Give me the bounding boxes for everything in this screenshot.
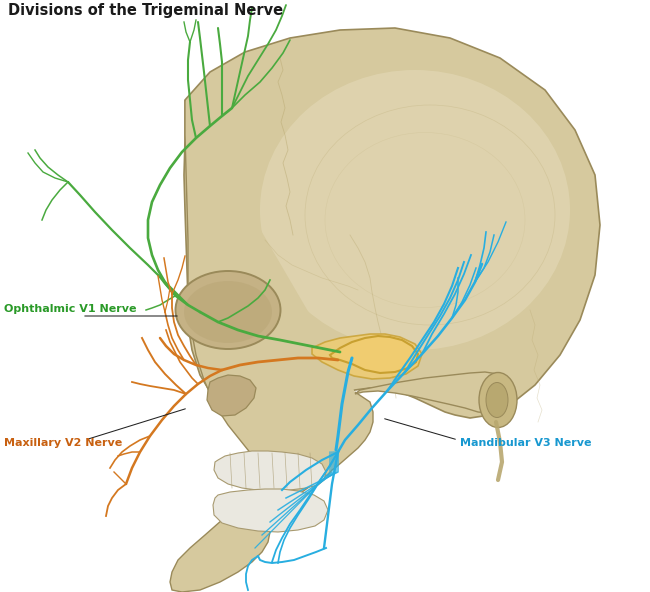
Polygon shape: [213, 489, 328, 532]
Text: Maxillary V2 Nerve: Maxillary V2 Nerve: [4, 438, 122, 448]
Polygon shape: [214, 451, 326, 491]
Ellipse shape: [479, 372, 517, 427]
Ellipse shape: [184, 281, 272, 343]
Ellipse shape: [486, 382, 508, 417]
Ellipse shape: [260, 70, 570, 350]
Polygon shape: [184, 28, 600, 448]
Text: Divisions of the Trigeminal Nerve: Divisions of the Trigeminal Nerve: [8, 3, 283, 18]
Polygon shape: [330, 336, 418, 373]
Text: Mandibular V3 Nerve: Mandibular V3 Nerve: [460, 438, 592, 448]
Ellipse shape: [176, 271, 281, 349]
Polygon shape: [170, 100, 373, 592]
Polygon shape: [355, 372, 512, 413]
Polygon shape: [312, 334, 422, 379]
Text: Ophthalmic V1 Nerve: Ophthalmic V1 Nerve: [4, 304, 136, 314]
Polygon shape: [207, 375, 256, 416]
